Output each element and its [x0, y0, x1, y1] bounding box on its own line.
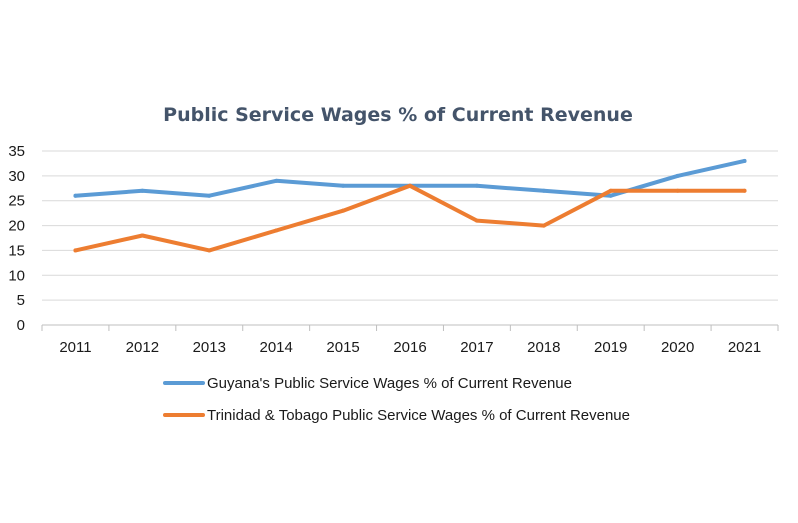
data-point [608, 188, 613, 193]
legend-label-1: Guyana's Public Service Wages % of Curre… [207, 375, 572, 392]
y-axis-ticks: 0 5 10 15 20 25 30 35 [8, 143, 25, 334]
data-point [608, 193, 613, 198]
data-point [474, 218, 479, 223]
x-tick-label: 2021 [728, 339, 761, 356]
data-point [675, 188, 680, 193]
data-point [675, 173, 680, 178]
data-point [140, 188, 145, 193]
series-line-2 [73, 183, 747, 253]
data-point [341, 183, 346, 188]
y-tick-label: 20 [8, 218, 25, 235]
data-point [742, 188, 747, 193]
data-point [73, 248, 78, 253]
data-point [541, 223, 546, 228]
y-tick-label: 5 [17, 292, 25, 309]
x-tick-label: 2013 [193, 339, 226, 356]
legend: Guyana's Public Service Wages % of Curre… [163, 375, 630, 424]
gridlines [42, 150, 778, 326]
data-point [274, 228, 279, 233]
x-tick-label: 2016 [393, 339, 426, 356]
x-tick-label: 2015 [326, 339, 359, 356]
x-axis-ticks: 2011 2012 2013 2014 2015 2016 2017 2018 2019 2020… [41, 325, 779, 356]
y-tick-label: 25 [8, 193, 25, 210]
y-tick-label: 30 [8, 168, 25, 185]
data-point [73, 193, 78, 198]
x-tick-label: 2020 [661, 339, 694, 356]
data-point [341, 208, 346, 213]
data-point [140, 233, 145, 238]
data-point [207, 193, 212, 198]
chart-title: Public Service Wages % of Current Revenu… [163, 104, 633, 126]
data-point [474, 183, 479, 188]
data-point [274, 178, 279, 183]
series-lines [73, 158, 747, 253]
y-tick-label: 35 [8, 143, 25, 160]
y-tick-label: 0 [17, 317, 25, 334]
x-tick-label: 2017 [460, 339, 493, 356]
x-tick-label: 2012 [126, 339, 159, 356]
x-tick-label: 2019 [594, 339, 627, 356]
x-tick-label: 2018 [527, 339, 560, 356]
x-tick-label: 2011 [59, 339, 91, 356]
data-point [541, 188, 546, 193]
y-tick-label: 15 [8, 242, 25, 259]
data-point [408, 183, 412, 188]
legend-label-2: Trinidad & Tobago Public Service Wages %… [207, 407, 630, 424]
data-point [742, 158, 747, 163]
x-tick-label: 2014 [259, 339, 292, 356]
data-point [207, 248, 212, 253]
y-tick-label: 10 [8, 267, 25, 284]
